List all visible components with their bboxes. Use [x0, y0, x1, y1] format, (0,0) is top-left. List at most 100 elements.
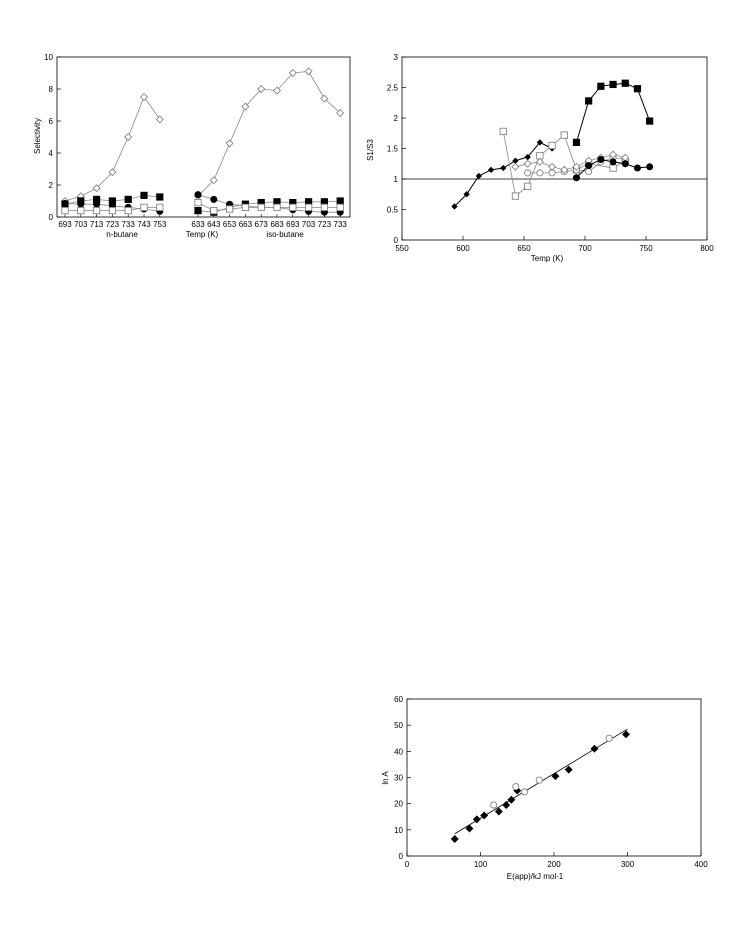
- data-point: [535, 776, 543, 784]
- data-point: [609, 150, 618, 159]
- data-point: [273, 86, 281, 95]
- data-point: [494, 807, 503, 816]
- data-point: [320, 94, 329, 103]
- x-tick-label: 750: [639, 244, 653, 253]
- s1-s3-ticks: 550 600 650 700 750 800 0 0.5 1 1.5 2 2.5 3: [387, 53, 714, 253]
- selectivity-y-label: Selectivity: [33, 118, 42, 154]
- s1-s3-y-label: S1/S3: [366, 139, 375, 161]
- x-tick-label: 723: [106, 220, 120, 229]
- data-point: [93, 206, 101, 215]
- y-tick-label: 2.5: [387, 84, 399, 93]
- data-point: [124, 195, 132, 203]
- data-point: [156, 193, 164, 201]
- data-point: [304, 203, 313, 211]
- y-tick-label: 40: [394, 747, 403, 756]
- data-point: [273, 203, 281, 211]
- data-point: [257, 203, 265, 211]
- y-tick-label: 3: [394, 53, 399, 62]
- y-tick-label: 0.5: [387, 206, 399, 215]
- data-point: [108, 206, 116, 215]
- data-point: [548, 162, 557, 171]
- x-tick-label: 400: [694, 860, 708, 869]
- data-point: [536, 169, 544, 177]
- data-point: [210, 206, 218, 215]
- data-point: [585, 97, 593, 105]
- y-tick-label: 1: [394, 175, 399, 184]
- ln-a-ticks: 0 100 200 300 400 0 10 20 30 40 50 60: [394, 695, 708, 869]
- x-tick-label: 753: [153, 220, 167, 229]
- x-tick-label: 300: [621, 860, 635, 869]
- data-point: [507, 795, 516, 804]
- y-tick-label: 1.5: [387, 145, 399, 154]
- data-point: [621, 160, 629, 168]
- y-tick-label: 50: [394, 721, 403, 730]
- x-tick-label: 663: [239, 220, 253, 229]
- data-point: [194, 198, 202, 207]
- data-point: [560, 131, 568, 139]
- data-point: [521, 788, 529, 796]
- x-tick-label: 200: [547, 860, 561, 869]
- data-point: [124, 133, 133, 141]
- data-point: [524, 182, 532, 190]
- series-line: [515, 154, 626, 171]
- selectivity-labels: Selectivity n-butane Temp (K) iso-butane: [33, 118, 304, 239]
- y-tick-label: 10: [44, 53, 53, 62]
- data-point: [241, 102, 250, 111]
- series-line: [197, 202, 341, 212]
- x-tick-label: 713: [90, 220, 104, 229]
- data-point: [140, 203, 148, 211]
- data-point: [609, 80, 617, 89]
- s1-s3-series: [451, 79, 654, 210]
- data-point: [499, 127, 507, 136]
- data-point: [225, 205, 234, 213]
- data-point: [108, 168, 117, 177]
- data-point: [609, 158, 617, 166]
- data-point: [585, 162, 593, 170]
- x-tick-label: 723: [318, 220, 332, 229]
- data-point: [572, 138, 581, 146]
- y-tick-label: 10: [394, 826, 403, 835]
- data-point: [512, 783, 520, 791]
- data-point: [336, 203, 344, 211]
- data-point: [61, 206, 69, 215]
- data-point: [536, 139, 544, 146]
- data-point: [304, 67, 313, 76]
- data-point: [451, 203, 458, 210]
- y-tick-label: 4: [49, 149, 54, 158]
- y-tick-label: 8: [49, 85, 54, 94]
- y-tick-label: 0: [49, 213, 54, 222]
- data-point: [646, 117, 654, 125]
- x-tick-label: 550: [395, 244, 409, 253]
- selectivity-axes: [56, 56, 351, 218]
- ln-a-x-label: E(app)/kJ mol-1: [507, 872, 564, 881]
- data-point: [140, 93, 148, 101]
- y-tick-label: 20: [394, 800, 403, 809]
- data-point: [156, 203, 164, 211]
- data-point: [646, 163, 654, 171]
- s1-s3-x-label: Temp (K): [531, 254, 564, 263]
- x-tick-label: 743: [137, 220, 151, 229]
- data-point: [124, 206, 132, 215]
- data-point: [524, 153, 531, 161]
- x-tick-label: 683: [270, 220, 284, 229]
- data-point: [605, 734, 613, 742]
- data-point: [502, 801, 511, 809]
- data-point: [548, 141, 556, 150]
- data-point: [480, 811, 489, 820]
- iso-butane-group-label: iso-butane: [266, 230, 304, 239]
- y-tick-label: 60: [394, 695, 403, 704]
- data-point: [633, 164, 641, 172]
- x-tick-label: 703: [74, 220, 88, 229]
- x-tick-label: 100: [474, 860, 488, 869]
- data-point: [597, 82, 605, 90]
- data-point: [472, 815, 481, 824]
- data-point: [320, 203, 329, 211]
- x-tick-label: 673: [255, 220, 269, 229]
- plot-frame: [56, 56, 351, 218]
- series-line: [502, 131, 626, 197]
- data-point: [475, 172, 483, 180]
- x-tick-label: 650: [517, 244, 531, 253]
- data-point: [465, 824, 474, 833]
